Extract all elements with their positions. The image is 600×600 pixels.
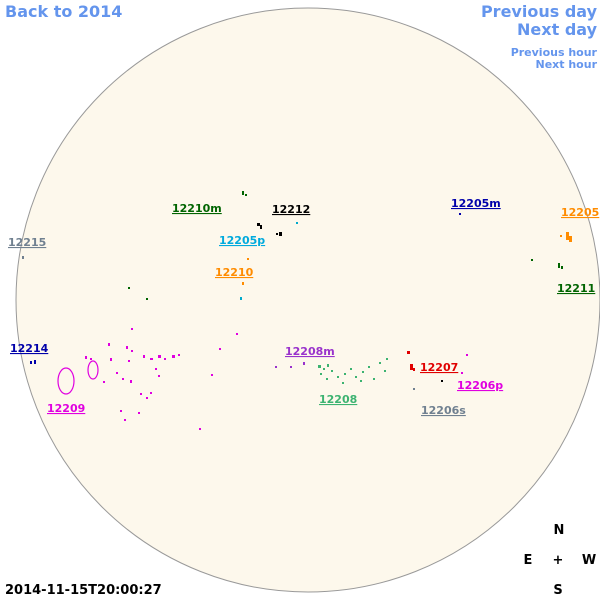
sunspots	[22, 191, 572, 430]
next-hour-link[interactable]: Next hour	[536, 58, 598, 71]
region-label[interactable]: 12214	[10, 342, 49, 355]
region-label[interactable]: 12205p	[219, 234, 265, 247]
region-label[interactable]: 12207	[420, 361, 458, 374]
region-label[interactable]: 12206s	[421, 404, 466, 417]
compass-east: E	[524, 553, 533, 568]
region-label[interactable]: 12209	[47, 402, 85, 415]
back-link[interactable]: Back to 2014	[5, 2, 122, 21]
region-label[interactable]: 12208	[319, 393, 357, 406]
region-label[interactable]: 12205	[561, 206, 599, 219]
region-label[interactable]: 12210	[215, 266, 254, 279]
timestamp: 2014-11-15T20:00:27	[5, 583, 162, 598]
previous-hour-link[interactable]: Previous hour	[511, 46, 598, 59]
next-day-link[interactable]: Next day	[517, 20, 598, 39]
region-labels: 12210m 12212 12205m 12205 12215 12205p 1…	[8, 197, 599, 417]
previous-day-link[interactable]: Previous day	[481, 2, 598, 21]
compass-north: N	[554, 523, 565, 538]
region-label[interactable]: 12206p	[457, 379, 503, 392]
region-label[interactable]: 12212	[272, 203, 310, 216]
compass: N E + W S	[524, 523, 597, 598]
region-label[interactable]: 12211	[557, 282, 595, 295]
compass-south: S	[553, 583, 562, 598]
solar-disk	[15, 7, 600, 593]
region-label[interactable]: 12205m	[451, 197, 501, 210]
compass-center: +	[553, 553, 564, 568]
region-label[interactable]: 12215	[8, 236, 46, 249]
compass-west: W	[582, 553, 596, 568]
region-label[interactable]: 12208m	[285, 345, 335, 358]
region-label[interactable]: 12210m	[172, 202, 222, 215]
